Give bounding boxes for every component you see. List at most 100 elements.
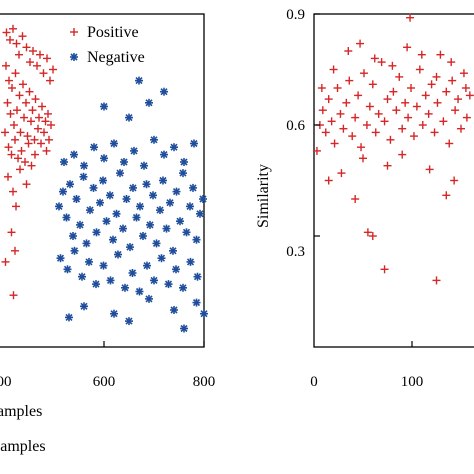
- negative-point: [150, 135, 158, 144]
- positive-point: [39, 69, 48, 78]
- positive-point: [30, 135, 39, 144]
- similarity-point: [395, 72, 404, 81]
- similarity-point: [329, 65, 338, 74]
- positive-point: [16, 165, 24, 174]
- similarity-point: [398, 150, 407, 159]
- negative-point: [116, 169, 124, 178]
- similarity-point: [445, 139, 454, 148]
- positive-point: [7, 150, 16, 159]
- negative-point: [164, 280, 173, 289]
- negative-point: [145, 98, 153, 107]
- positive-point: [49, 65, 57, 74]
- negative-point: [80, 302, 88, 311]
- negative-point: [110, 309, 118, 318]
- similarity-point: [406, 13, 415, 22]
- negative-point: [193, 272, 202, 281]
- negative-point: [96, 198, 104, 207]
- positive-point: [15, 91, 24, 100]
- negative-point: [199, 195, 207, 203]
- positive-point: [31, 95, 40, 104]
- negative-point: [114, 250, 122, 259]
- negative-point: [135, 76, 143, 85]
- negative-point: [166, 198, 174, 207]
- similarity-point: [351, 195, 360, 203]
- similarity-point: [424, 109, 433, 118]
- left-xtick-label-600: 600: [93, 374, 116, 390]
- positive-point: [22, 98, 30, 107]
- negative-point: [100, 102, 108, 111]
- positive-point: [6, 35, 14, 44]
- negative-point: [189, 183, 197, 192]
- negative-point: [192, 235, 201, 244]
- similarity-point: [442, 191, 451, 200]
- positive-point: [43, 54, 51, 63]
- left-scatter-points: [1, 24, 208, 333]
- negative-point: [125, 113, 133, 122]
- negative-point: [182, 228, 191, 237]
- similarity-point: [462, 113, 471, 122]
- negative-point: [119, 224, 127, 233]
- similarity-point: [450, 176, 459, 185]
- similarity-point: [333, 84, 342, 92]
- negative-point: [180, 158, 188, 166]
- positive-point: [11, 246, 19, 255]
- positive-point: [3, 98, 12, 107]
- similarity-point: [324, 176, 333, 185]
- negative-point: [170, 306, 178, 314]
- similarity-point: [368, 232, 377, 240]
- similarity-point: [344, 47, 353, 55]
- left-x-axis-label: amples: [0, 403, 42, 420]
- negative-point: [106, 191, 114, 200]
- negative-point: [89, 183, 98, 192]
- negative-point: [125, 317, 133, 326]
- positive-point: [19, 80, 27, 89]
- similarity-point: [433, 98, 442, 107]
- similarity-point: [371, 128, 380, 137]
- positive-point: [4, 172, 12, 181]
- similarity-point: [427, 80, 436, 89]
- positive-point: [7, 228, 16, 237]
- similarity-point: [370, 54, 379, 63]
- positive-point: [35, 113, 43, 122]
- similarity-point: [425, 165, 434, 174]
- negative-point: [179, 169, 187, 178]
- positive-point: [24, 139, 33, 148]
- negative-point: [186, 257, 195, 266]
- similarity-point: [348, 132, 357, 141]
- positive-point: [10, 121, 18, 129]
- negative-point: [135, 287, 144, 296]
- positive-point: [36, 50, 44, 59]
- similarity-point: [383, 161, 392, 170]
- positive-point: [9, 291, 18, 300]
- negative-point: [60, 158, 68, 166]
- positive-point: [44, 109, 52, 118]
- positive-point: [20, 113, 28, 122]
- similarity-point: [403, 43, 412, 52]
- positive-point: [27, 161, 36, 170]
- positive-point: [17, 146, 26, 155]
- positive-point: [11, 69, 20, 78]
- negative-point: [132, 213, 141, 222]
- similarity-point: [354, 91, 363, 100]
- similarity-point: [377, 58, 386, 67]
- positive-point: [1, 257, 10, 266]
- positive-point: [29, 47, 37, 55]
- negative-point: [122, 195, 131, 203]
- negative-point: [130, 146, 138, 155]
- negative-point: [99, 261, 108, 270]
- right-ytick-label-03: 0.3: [286, 244, 305, 260]
- similarity-point: [442, 87, 451, 96]
- right-ytick-label-06: 0.6: [286, 118, 305, 134]
- similarity-point: [418, 121, 427, 129]
- positive-point: [12, 202, 20, 211]
- similarity-point: [398, 124, 407, 133]
- right-xtick-label-0: 0: [310, 374, 318, 390]
- similarity-point: [321, 128, 330, 137]
- positive-point: [38, 102, 46, 111]
- negative-point: [102, 217, 111, 226]
- similarity-point: [383, 95, 392, 104]
- negative-point: [157, 254, 166, 263]
- similarity-point: [374, 109, 383, 118]
- similarity-point: [357, 143, 366, 152]
